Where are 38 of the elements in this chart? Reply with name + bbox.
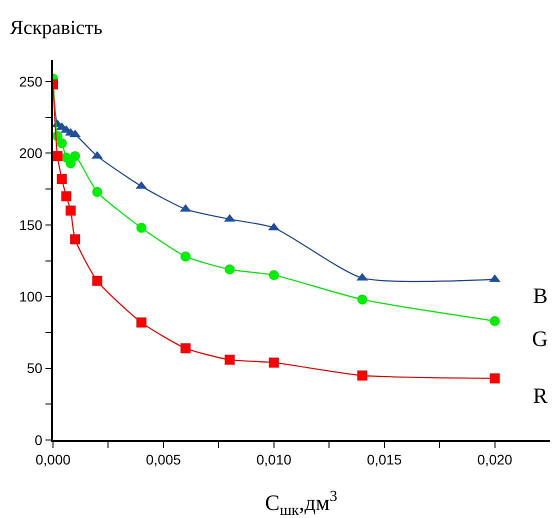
series-label: R <box>533 383 548 408</box>
point <box>357 294 368 304</box>
point <box>53 151 62 162</box>
x-tick-label: 0,000 <box>35 452 71 468</box>
point <box>61 191 72 202</box>
y-tick-label: 100 <box>19 288 43 304</box>
point <box>268 358 279 368</box>
point <box>66 206 76 216</box>
x-tick-label: 0,010 <box>256 452 292 468</box>
point <box>490 316 500 326</box>
point <box>224 264 235 274</box>
series-label: B <box>533 283 548 308</box>
series-label: G <box>532 326 548 351</box>
point <box>56 138 67 148</box>
point <box>180 251 191 262</box>
x-axis-title: С$_{шк}$,дм$^{3}$ <box>265 488 338 518</box>
point <box>136 222 146 233</box>
y-axis-title: Яскравість <box>10 17 103 39</box>
x-tick-label: 0,005 <box>146 452 182 468</box>
point <box>56 174 67 184</box>
x-tick-label: 0,020 <box>477 452 513 468</box>
point <box>92 276 102 286</box>
y-tick-label: 0 <box>34 432 43 448</box>
y-tick-label: 150 <box>19 216 43 233</box>
point <box>224 354 235 365</box>
point <box>70 151 80 162</box>
point <box>268 270 279 280</box>
point <box>490 373 500 384</box>
point <box>357 370 368 380</box>
point <box>92 186 102 197</box>
y-tick-label: 200 <box>19 145 43 162</box>
y-tick-label: 50 <box>26 360 43 376</box>
point <box>180 343 191 354</box>
x-tick-label: 0,015 <box>366 452 402 468</box>
point <box>66 158 76 168</box>
point <box>70 234 80 244</box>
point <box>136 317 146 328</box>
y-tick-label: 250 <box>19 73 43 90</box>
